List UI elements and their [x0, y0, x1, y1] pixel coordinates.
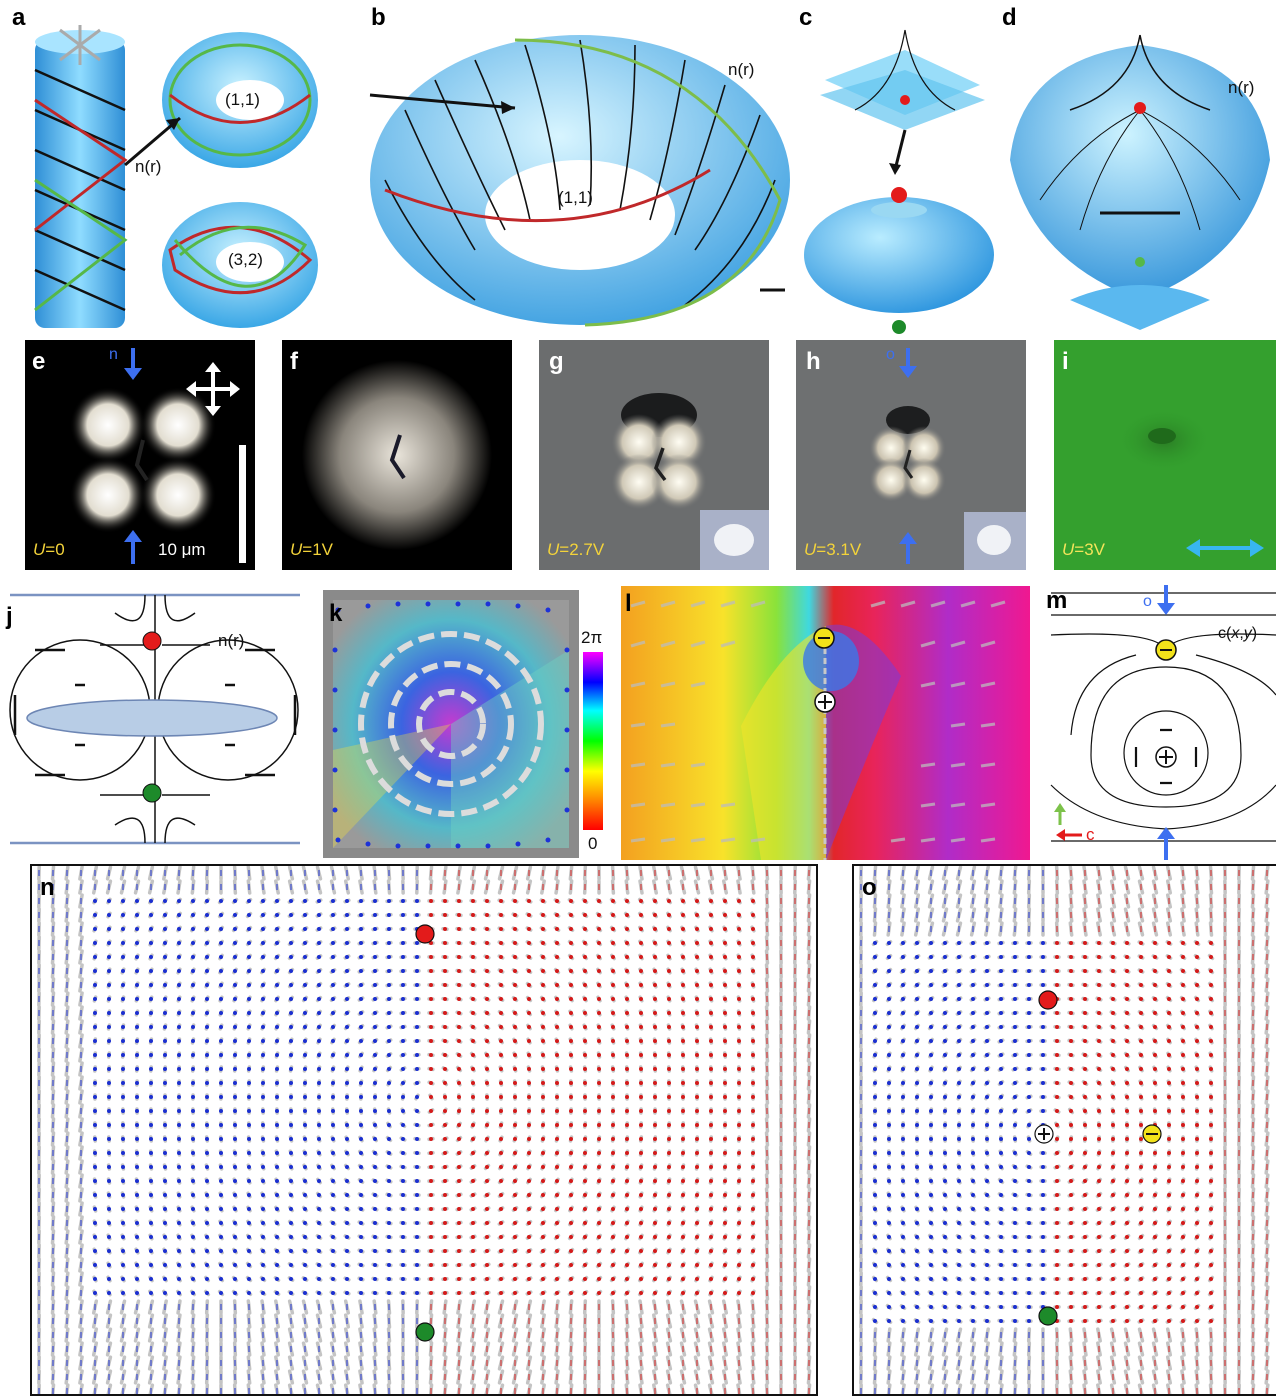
vector-label-a: n(r) — [135, 157, 162, 176]
panel-label-i: i — [1062, 348, 1069, 375]
phase-map-l — [621, 586, 1030, 860]
panel-a: a n(r) (1,1) (3,2) — [0, 0, 370, 335]
panel-h: h o U=3.1V — [796, 340, 1026, 570]
knot-label-a1: (1,1) — [225, 90, 260, 109]
panel-label-a: a — [12, 4, 26, 31]
panel-label-h: h — [806, 348, 821, 375]
knot-label-a2: (3,2) — [228, 250, 263, 269]
panel-n: n — [30, 864, 818, 1396]
phase-map-k — [323, 590, 603, 858]
micrograph-g — [611, 393, 769, 570]
panel-label-k: k — [329, 600, 343, 627]
panel-label-j: j — [6, 603, 13, 630]
director-field-o — [859, 866, 1270, 1394]
helical-cylinder-and-tori — [34, 25, 318, 328]
panel-d: d n(r) — [1000, 0, 1276, 335]
panel-label-n: n — [40, 874, 55, 901]
panel-l: l — [621, 586, 1030, 860]
panel-label-f: f — [290, 348, 298, 375]
field-label-m: c(x,y) — [1218, 625, 1258, 642]
panel-label-c: c — [799, 4, 813, 31]
panel-e: e n U=0 10 μm — [25, 340, 255, 570]
panel-label-d: d — [1002, 4, 1017, 31]
colorbar-min-label: 0 — [588, 834, 598, 853]
panel-c: c — [795, 0, 1000, 335]
panel-m: m o c(x,y) c — [1046, 585, 1276, 860]
vector-label-j: n(r) — [218, 631, 245, 650]
panel-label-e: e — [32, 348, 46, 375]
colorbar-max-label: 2π — [581, 628, 603, 647]
director-label-m: o — [1143, 593, 1152, 610]
hopfion-surface — [804, 29, 994, 334]
micrograph-i — [1054, 340, 1276, 570]
voltage-label-e: U=0 — [33, 540, 65, 559]
panel-label-m: m — [1046, 587, 1068, 614]
panel-i: i U=3V — [1054, 340, 1276, 570]
micrograph-e — [25, 340, 255, 570]
hopfion-cross-section — [1010, 34, 1270, 330]
voltage-label-g: U=2.7V — [547, 540, 605, 559]
micrograph-f — [282, 340, 512, 570]
voltage-label-h: U=3.1V — [804, 540, 862, 559]
panel-o: o — [852, 864, 1276, 1396]
voltage-label-i: U=3V — [1062, 540, 1106, 559]
director-label-e: n — [109, 346, 118, 363]
panel-label-o: o — [862, 874, 877, 901]
vector-label-b: n(r) — [728, 60, 755, 79]
field-lines-m — [1050, 585, 1276, 860]
panel-label-l: l — [625, 590, 632, 617]
knot-label-b: (1,1) — [558, 188, 593, 207]
panel-k: k 2π 0 — [323, 590, 605, 858]
torus-director-field — [369, 35, 790, 327]
voltage-label-f: U=1V — [290, 540, 334, 559]
schematic-j — [9, 593, 300, 845]
panel-g: g U=2.7V — [539, 340, 769, 570]
panel-label-g: g — [549, 348, 564, 375]
panel-j: j n(r) — [0, 585, 310, 855]
panel-b: b n(r) (1,1) — [365, 0, 795, 335]
micrograph-h — [869, 348, 1026, 570]
director-field-n — [37, 866, 812, 1394]
panel-f: f U=1V — [282, 340, 512, 570]
vector-c-label: c — [1086, 825, 1095, 844]
scale-bar-label: 10 μm — [158, 540, 206, 559]
vector-label-d: n(r) — [1228, 78, 1255, 97]
director-label-h: o — [886, 346, 895, 363]
panel-label-b: b — [371, 4, 386, 31]
